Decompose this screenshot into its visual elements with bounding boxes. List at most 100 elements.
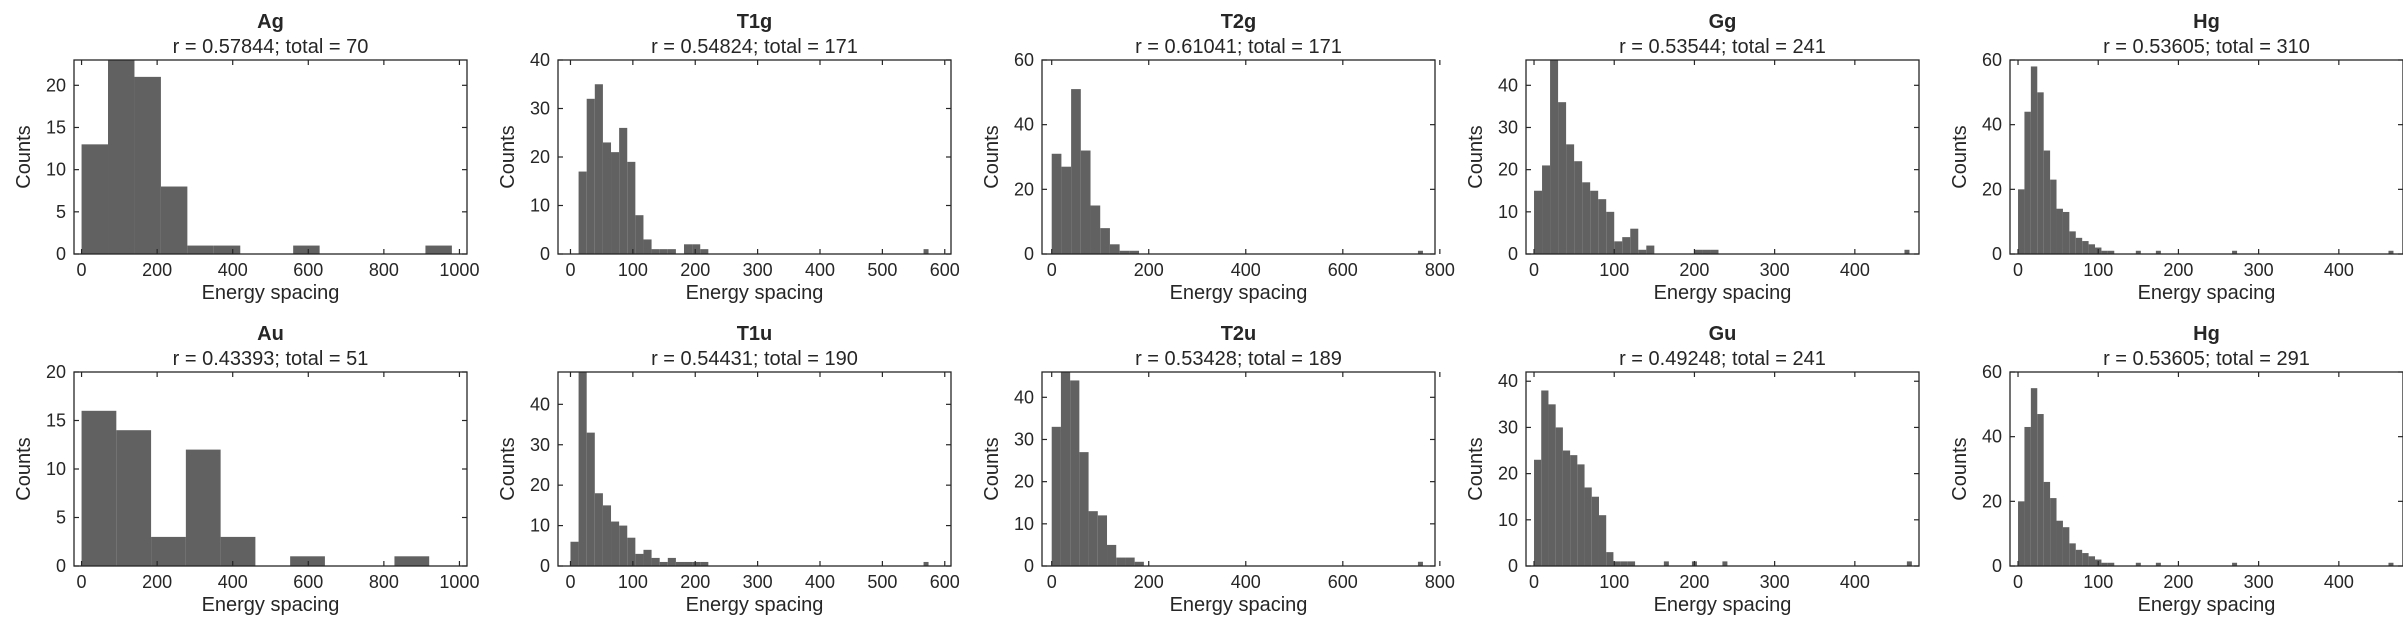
histogram-bar <box>1638 249 1647 254</box>
histogram-bar <box>2069 231 2076 254</box>
x-tick-label: 300 <box>743 572 773 592</box>
y-tick-label: 5 <box>56 202 66 222</box>
histogram-bar <box>2043 481 2051 566</box>
y-tick-label: 20 <box>1014 472 1034 492</box>
y-tick-label: 30 <box>530 99 550 119</box>
histogram-bar <box>578 171 587 254</box>
axes-box <box>1041 371 1436 567</box>
histogram-outlier-bar <box>2135 250 2141 254</box>
x-tick-label: 100 <box>618 572 648 592</box>
histogram-bar <box>185 449 221 566</box>
x-tick-label: 100 <box>1599 260 1629 280</box>
x-tick-label: 800 <box>1425 572 1455 592</box>
x-tick-label: 400 <box>1231 260 1261 280</box>
histogram-bar <box>1570 455 1578 566</box>
y-axis-label: Counts <box>497 437 519 500</box>
histogram-outlier-bar <box>1906 561 1912 566</box>
histogram-bar <box>2037 414 2044 566</box>
histogram-bar <box>1558 102 1567 254</box>
histogram-outlier-bar <box>923 249 929 254</box>
histogram-bar <box>1614 241 1623 254</box>
histogram-bar <box>1555 427 1563 566</box>
histogram-bar <box>187 245 214 254</box>
y-axis-label: Counts <box>1465 125 1487 188</box>
x-tick-label: 0 <box>2013 572 2023 592</box>
panel-title: T1g <box>737 11 773 33</box>
y-tick-label: 10 <box>46 160 66 180</box>
histogram-bar <box>1134 561 1144 566</box>
histogram-bar <box>2082 553 2089 566</box>
histogram-bar <box>1097 515 1108 566</box>
histogram-bar <box>116 430 152 566</box>
histogram-bar <box>684 244 693 254</box>
panel-title: T2u <box>1221 323 1257 345</box>
y-tick-label: 40 <box>1982 427 2002 447</box>
histogram-bar <box>1606 211 1615 254</box>
histogram-bar <box>1574 161 1583 254</box>
y-axis-label: Counts <box>1949 125 1971 188</box>
histogram-bar <box>1534 190 1543 254</box>
histogram-bar <box>2018 501 2025 566</box>
x-tick-label: 800 <box>1425 260 1455 280</box>
histogram-outlier-bar <box>2232 562 2238 566</box>
histogram-bar <box>1071 89 1081 254</box>
y-tick-label: 20 <box>46 75 66 95</box>
histogram-bar <box>643 239 652 254</box>
histogram-bar <box>1125 557 1135 566</box>
histogram-bar <box>1613 561 1621 566</box>
y-tick-label: 20 <box>1014 179 1034 199</box>
y-tick-label: 20 <box>530 147 550 167</box>
histogram-bar <box>1622 237 1631 254</box>
histogram-bar <box>2107 562 2115 566</box>
panel-subtitle: r = 0.43393; total = 51 <box>173 348 369 370</box>
histogram-bar <box>213 245 241 254</box>
x-tick-label: 100 <box>2083 260 2113 280</box>
histogram-bar <box>1606 552 1614 566</box>
histogram-bar <box>290 556 325 566</box>
y-tick-label: 40 <box>1498 75 1518 95</box>
panel-subtitle: r = 0.53605; total = 291 <box>2103 348 2310 370</box>
histogram-bar <box>1694 249 1703 254</box>
x-axis-label: Energy spacing <box>1654 594 1792 616</box>
y-tick-label: 40 <box>530 50 550 70</box>
histogram-bar <box>594 493 603 566</box>
x-axis-label: Energy spacing <box>686 282 824 304</box>
histogram-panel-5: 0 100 200 300 400 0 20 40 60 Hg r = 0.53605; total… <box>1949 11 2403 304</box>
y-tick-label: 20 <box>530 475 550 495</box>
y-tick-label: 40 <box>1014 387 1034 407</box>
x-tick-label: 500 <box>867 572 897 592</box>
panel-subtitle: r = 0.53544; total = 241 <box>1619 36 1826 58</box>
x-tick-label: 400 <box>218 572 248 592</box>
x-tick-label: 200 <box>2163 572 2193 592</box>
axes-box <box>1041 59 1436 255</box>
x-tick-label: 600 <box>293 260 323 280</box>
y-tick-label: 0 <box>540 556 550 576</box>
x-tick-label: 400 <box>805 572 835 592</box>
y-tick-label: 20 <box>46 362 66 382</box>
y-axis-label: Counts <box>1465 437 1487 500</box>
histogram-bar <box>1620 561 1628 566</box>
histogram-bar <box>1541 390 1549 566</box>
x-axis-label: Energy spacing <box>2138 594 2276 616</box>
axes-box <box>1525 59 1920 255</box>
histogram-bar <box>1710 249 1719 254</box>
y-tick-label: 0 <box>1508 244 1518 264</box>
histogram-outlier-bar <box>2155 562 2161 566</box>
histogram-bar <box>2030 66 2038 254</box>
histogram-bar <box>2024 426 2031 566</box>
histogram-bar <box>1577 464 1585 566</box>
histogram-bar <box>2030 388 2038 566</box>
histogram-outlier-bar <box>1722 561 1728 566</box>
y-tick-label: 20 <box>1982 491 2002 511</box>
x-tick-label: 800 <box>369 260 399 280</box>
x-tick-label: 100 <box>2083 572 2113 592</box>
y-tick-label: 0 <box>56 244 66 264</box>
histogram-bar <box>1542 165 1551 254</box>
histogram-bar <box>2062 527 2070 566</box>
histogram-bar <box>1060 372 1071 566</box>
histogram-bar <box>2101 562 2108 566</box>
histogram-bar <box>1591 496 1599 566</box>
histogram-bar <box>2037 92 2044 254</box>
histogram-bar <box>2082 241 2089 254</box>
